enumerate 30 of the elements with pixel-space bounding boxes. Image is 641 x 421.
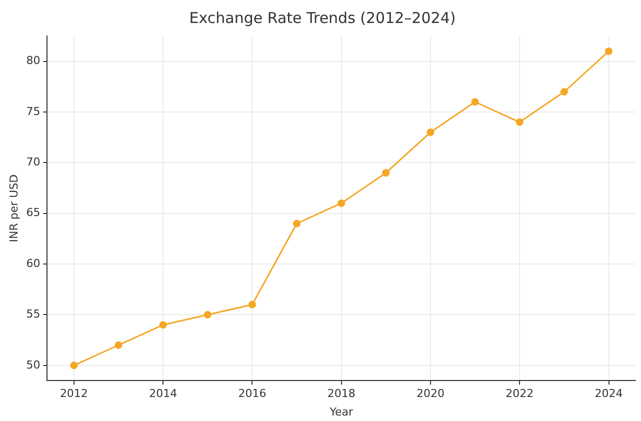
chart-title: Exchange Rate Trends (2012–2024) [189,8,456,27]
point [114,341,122,349]
x-tick-label: 2024 [594,387,623,400]
x-tick-label: 2022 [506,387,534,400]
y-tick-label: 65 [26,206,40,220]
x-tick-label: 2014 [149,387,178,400]
point [338,199,346,207]
y-axis-title: INR per USD [7,174,20,242]
y-tick-label: 55 [26,308,40,321]
y-tick-label: 75 [26,104,40,118]
point [70,362,78,370]
x-tick-label: 2020 [416,387,444,400]
point [560,88,568,96]
y-tick-label: 60 [26,256,40,270]
point [516,118,524,126]
point [471,98,479,106]
point [605,47,613,55]
y-tick-label: 50 [26,358,40,372]
x-tick-label: 2012 [60,387,88,400]
point [159,321,167,329]
point [204,310,212,318]
point [293,220,301,228]
y-tick-label: 70 [26,156,40,169]
x-axis-title: Year [328,405,354,418]
x-tick-label: 2016 [238,387,266,400]
point [426,128,434,136]
point [382,169,390,177]
x-tick-label: 2018 [327,387,356,400]
y-tick-label: 80 [26,54,40,68]
point [248,300,256,308]
